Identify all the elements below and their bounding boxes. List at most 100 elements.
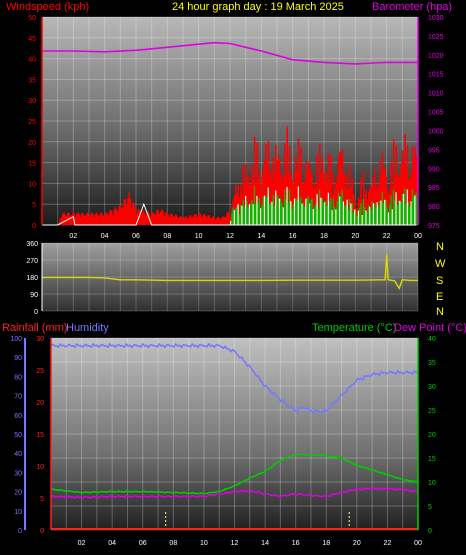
humidity-tick-label: 80 — [14, 374, 22, 381]
wind-bar — [376, 202, 379, 225]
gust-bar — [144, 215, 147, 225]
wind-bar — [303, 206, 306, 225]
wind-bar — [268, 203, 271, 225]
wind-bar — [271, 201, 273, 225]
wind-bar — [380, 200, 382, 225]
wind-bar — [385, 199, 387, 225]
gust-bar — [153, 214, 156, 225]
x-tick-label: 12 — [231, 540, 239, 547]
x-tick-label: 00 — [414, 540, 422, 547]
baro-tick-label: 1005 — [428, 110, 444, 117]
gust-bar — [352, 194, 355, 225]
gust-bar — [341, 148, 344, 225]
wind-bar — [255, 203, 257, 225]
wind-bar — [382, 203, 385, 225]
wind-bar — [346, 199, 349, 225]
gust-bar — [60, 217, 63, 225]
gust-bar — [410, 172, 413, 225]
humidity-tick-label: 0 — [18, 528, 22, 535]
wind-bar — [292, 204, 295, 225]
gust-bar — [127, 197, 129, 225]
wind-bar — [233, 210, 236, 225]
gust-bar — [316, 154, 319, 225]
wind-bar — [377, 206, 380, 225]
gust-bar — [412, 158, 415, 225]
wind-bar — [387, 212, 390, 225]
gust-bar — [90, 212, 93, 225]
wind-tick-label: 5 — [32, 202, 36, 209]
x-tick-label: 02 — [69, 233, 77, 240]
gust-bar — [402, 160, 405, 225]
wind-bar — [230, 220, 232, 225]
wind-bar — [321, 198, 324, 225]
x-tick-label: 08 — [169, 540, 177, 547]
baro-tick-label: 1000 — [428, 128, 444, 135]
gust-bar — [281, 181, 283, 225]
direction-tick-label: 90 — [30, 292, 38, 299]
wind-bar — [296, 200, 298, 225]
wind-bar — [396, 204, 399, 225]
wind-bar — [340, 195, 342, 225]
x-tick-label: 06 — [139, 540, 147, 547]
wind-bar — [327, 192, 330, 225]
gust-bar — [181, 217, 183, 225]
gust-bar — [100, 212, 103, 225]
gust-bar — [109, 209, 112, 225]
gust-bar — [146, 212, 148, 225]
gust-bar — [163, 216, 166, 225]
wind-tick-label: 20 — [28, 140, 36, 147]
gust-bar — [78, 214, 80, 225]
gust-bar — [98, 216, 100, 225]
direction-line — [42, 254, 418, 290]
temp-tick-label: 25 — [428, 408, 436, 415]
gust-bar — [342, 174, 345, 225]
gust-bar — [152, 212, 154, 225]
wind-bar — [301, 203, 303, 225]
gust-bar — [300, 146, 302, 225]
gust-bar — [202, 214, 204, 225]
compass-label-4: E — [436, 291, 443, 303]
gust-bar — [362, 171, 365, 225]
wind-bar — [410, 201, 413, 225]
direction-tick-label: 360 — [26, 241, 38, 248]
wind-bar — [361, 214, 364, 225]
gust-bar — [118, 206, 121, 225]
wind-bar — [295, 197, 297, 225]
gust-bar — [88, 216, 90, 225]
x-tick-label: 08 — [163, 233, 171, 240]
direction-plot-area — [42, 243, 418, 311]
x-tick-label: 22 — [384, 540, 392, 547]
wind-bar — [372, 203, 375, 225]
gust-bar — [318, 143, 321, 225]
compass-label-3: S — [436, 275, 443, 287]
gust-bar — [206, 217, 208, 225]
gust-bar — [75, 214, 78, 225]
wind-bar — [241, 205, 243, 225]
gust-bar — [222, 216, 225, 225]
wind-bar — [232, 207, 235, 225]
gust-bar — [74, 216, 77, 225]
direction-axes: 0 90 180 270 360 — [26, 241, 43, 316]
gust-bar — [191, 217, 193, 225]
wind-bar — [258, 198, 261, 225]
gust-bar — [83, 215, 85, 225]
gust-bar — [320, 169, 322, 225]
wind-bar — [351, 202, 354, 225]
gust-bar — [193, 214, 196, 225]
gust-bar — [201, 217, 203, 225]
temperature-plot-area — [51, 338, 418, 530]
gust-bar — [59, 218, 62, 225]
gust-bar — [242, 165, 245, 225]
gust-bar — [173, 216, 176, 225]
gust-bar — [167, 214, 169, 225]
dewpoint-axis-title: Dew Point (°C) — [394, 322, 466, 334]
humidity-axis-title: Humidity — [66, 322, 109, 334]
wind-tick-label: 10 — [28, 181, 36, 188]
gust-bar — [266, 162, 268, 225]
x-tick-label: 20 — [351, 233, 359, 240]
rain-tick-label: 15 — [36, 432, 44, 439]
gust-bar — [122, 206, 124, 225]
temp-tick-label: 20 — [428, 432, 436, 439]
gust-bar — [226, 212, 228, 225]
wind-bar — [267, 187, 270, 225]
